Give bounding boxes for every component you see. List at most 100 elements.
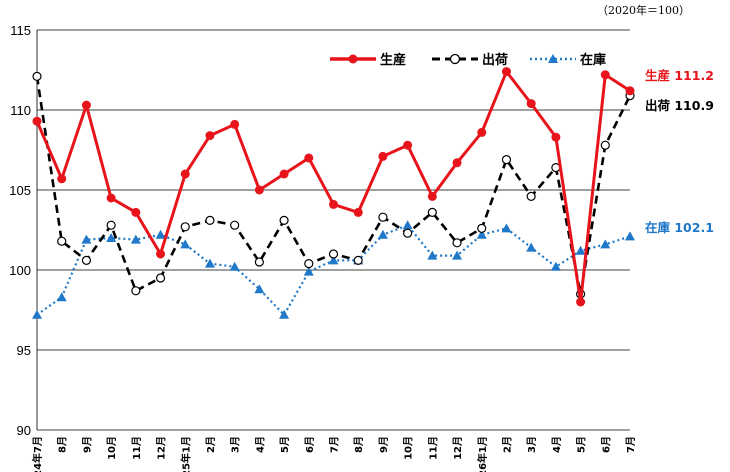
data-point <box>600 140 610 150</box>
x-tick-label: 4月 <box>254 436 266 453</box>
data-point <box>131 286 141 296</box>
data-point <box>81 255 92 265</box>
data-point <box>81 100 91 110</box>
data-point <box>180 239 191 249</box>
data-point <box>304 259 314 269</box>
x-tick-label: 10月 <box>403 436 415 460</box>
data-point <box>625 231 635 241</box>
data-point <box>155 273 166 283</box>
legend-label-shipment: 出荷 <box>482 52 508 68</box>
grid <box>36 29 630 431</box>
x-tick-label: 10月 <box>106 436 118 460</box>
data-point <box>378 212 388 222</box>
data-point <box>254 257 264 267</box>
data-point <box>427 250 438 260</box>
data-point <box>32 309 42 319</box>
data-point <box>106 193 116 203</box>
x-tick-label: 11月 <box>427 436 439 460</box>
data-point <box>180 169 190 179</box>
data-point <box>230 119 240 129</box>
data-point <box>625 86 635 96</box>
data-point <box>279 309 290 319</box>
data-point <box>600 70 610 80</box>
x-tick-label: 26年1月 <box>476 436 489 472</box>
data-point <box>106 220 116 230</box>
data-point <box>81 234 92 244</box>
legend-marker-inventory <box>548 54 558 63</box>
x-tick-label: 25年1月 <box>179 436 192 472</box>
data-point <box>279 215 289 225</box>
data-point <box>575 245 586 255</box>
data-point <box>501 223 512 233</box>
y-tick-label: 115 <box>10 23 31 38</box>
data-point <box>378 151 388 161</box>
x-tick-label: 9月 <box>81 436 93 453</box>
end-label-production: 生産 111.2 <box>645 68 714 83</box>
x-tick-label: 11月 <box>131 436 143 460</box>
x-tick-label: 9月 <box>378 436 390 453</box>
data-point <box>329 199 338 209</box>
data-point <box>477 223 487 233</box>
x-tick-label: 2月 <box>501 436 513 453</box>
x-tick-label: 6月 <box>304 436 316 453</box>
data-point <box>526 242 537 252</box>
data-point <box>254 185 264 195</box>
data-point <box>550 261 561 271</box>
x-tick-label: 24年7月 <box>31 436 44 472</box>
end-label-inventory: 在庫 102.1 <box>645 220 714 235</box>
data-point <box>402 220 413 230</box>
data-point <box>229 261 240 271</box>
end-labels: 生産 111.2 出荷 110.9 在庫 102.1 <box>645 68 714 235</box>
data-point <box>130 234 141 244</box>
data-point <box>427 191 437 201</box>
data-point <box>501 67 511 77</box>
x-tick-label: 12月 <box>452 436 464 460</box>
y-tick-label: 95 <box>17 343 31 358</box>
data-point <box>180 222 190 232</box>
series-0 <box>32 67 635 307</box>
data-point <box>600 239 611 249</box>
series-1 <box>32 71 635 299</box>
data-point <box>353 255 363 265</box>
data-point <box>427 207 437 217</box>
data-point <box>526 99 536 109</box>
series-layer <box>32 67 635 319</box>
x-tick-label: 7月 <box>625 436 637 453</box>
data-point <box>230 220 240 230</box>
y-tick-label: 90 <box>17 423 31 438</box>
x-tick-label: 4月 <box>551 436 563 453</box>
x-tick-label: 8月 <box>57 436 69 453</box>
series-2 <box>32 220 635 319</box>
data-point <box>57 236 67 246</box>
data-point <box>131 207 141 217</box>
end-label-shipment: 出荷 110.9 <box>645 98 714 113</box>
data-point <box>56 292 67 302</box>
data-point <box>353 207 363 217</box>
data-point <box>551 132 561 142</box>
legend-label-inventory: 在庫 <box>580 52 606 68</box>
data-point <box>254 284 265 294</box>
data-point <box>106 233 117 242</box>
data-point <box>452 158 462 168</box>
legend: 生産 出荷 在庫 <box>330 52 606 68</box>
x-tick-label: 3月 <box>526 436 538 453</box>
y-tick-label: 105 <box>9 183 31 198</box>
data-point <box>57 174 67 184</box>
data-point <box>476 229 487 239</box>
data-point <box>576 297 586 307</box>
data-point <box>303 266 314 276</box>
x-tick-label: 5月 <box>279 436 291 453</box>
data-point <box>526 191 536 201</box>
legend-marker-production <box>348 54 358 64</box>
data-point <box>403 140 413 150</box>
data-point <box>304 153 314 163</box>
data-point <box>452 250 463 260</box>
data-point <box>403 228 413 238</box>
data-point <box>328 249 339 259</box>
data-point <box>279 169 289 179</box>
x-tick-label: 3月 <box>230 436 242 453</box>
data-point <box>477 127 487 137</box>
data-point <box>156 249 166 259</box>
data-point <box>32 71 42 82</box>
